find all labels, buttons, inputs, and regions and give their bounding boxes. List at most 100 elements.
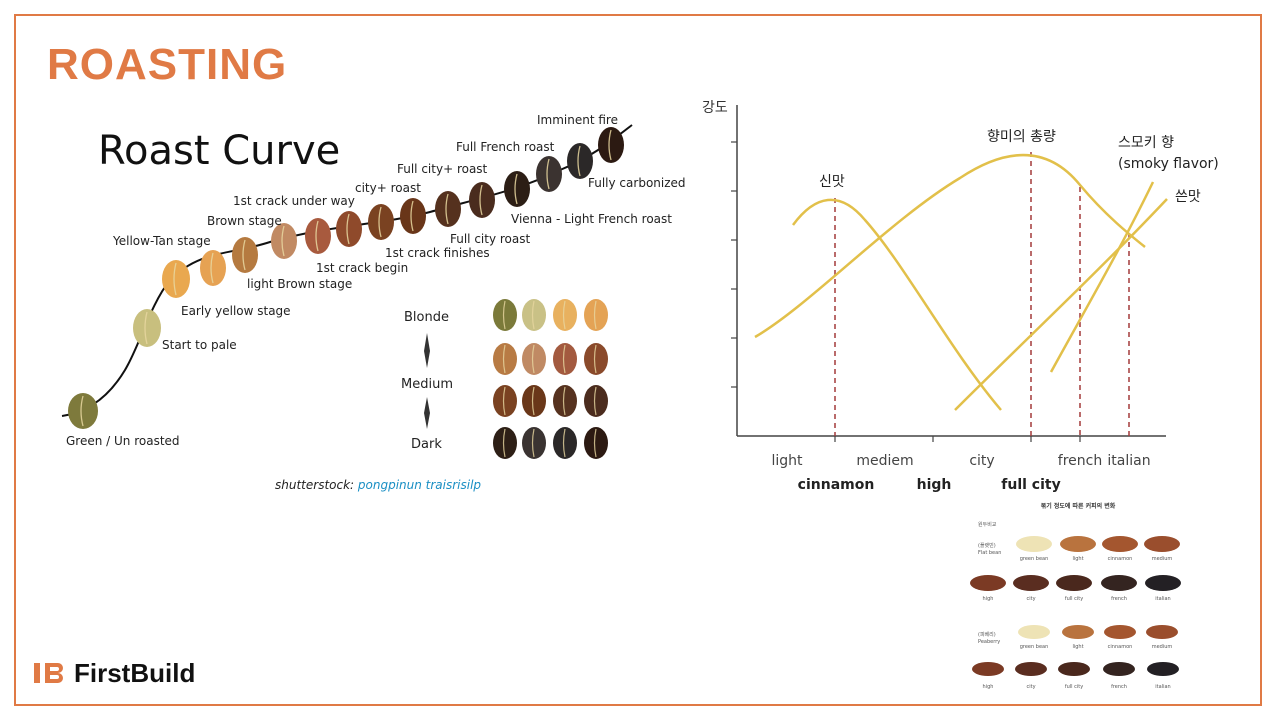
- credit-prefix: shutterstock:: [275, 478, 358, 492]
- scale-divider-lower: [424, 397, 430, 429]
- bean-green: [68, 393, 98, 429]
- scale-blonde: Blonde: [404, 310, 449, 325]
- logo-text: FirstBuild: [74, 657, 196, 688]
- bitter-label: 쓴맛: [1175, 189, 1201, 205]
- sample-label: green bean: [1020, 556, 1049, 562]
- smoky-label-en: (smoky flavor): [1118, 156, 1219, 172]
- sample-label: medium: [1152, 644, 1173, 650]
- credit-author-link[interactable]: pongpinun traisrisilp: [357, 478, 482, 492]
- group1-name-ko: (플랫빈): [978, 542, 996, 549]
- roast-level-french: french: [1058, 453, 1102, 469]
- sample-label: light: [1072, 556, 1083, 562]
- bean-carbonized: [567, 143, 593, 179]
- sample-label: italian: [1155, 684, 1170, 690]
- stage-label: Full French roast: [456, 140, 555, 154]
- flavor-curves: [754, 153, 1168, 411]
- slide-title: ROASTING: [47, 40, 288, 89]
- stage-label: Full city roast: [450, 232, 531, 246]
- roast-level-city: city: [969, 453, 994, 469]
- grid-creases: [502, 300, 597, 458]
- sample-label: medium: [1152, 556, 1173, 562]
- roast-curve-beans: [68, 127, 624, 429]
- sample-label: full city: [1065, 684, 1083, 690]
- bean-french: [536, 156, 562, 192]
- bean-full-city: [435, 191, 461, 227]
- stage-label: light Brown stage: [247, 277, 352, 291]
- bean-yellow-tan: [200, 250, 226, 286]
- roast-curve-diagram: Green / Un roasted Start to pale Early y…: [61, 113, 686, 459]
- bean-brown: [271, 223, 297, 259]
- group1-header: 원두비교: [978, 521, 997, 528]
- stage-label: Vienna - Light French roast: [511, 212, 672, 226]
- sample-label: high: [983, 596, 994, 602]
- firstbuild-logo: FirstBuild: [34, 658, 195, 688]
- stage-label: Fully carbonized: [588, 176, 686, 190]
- sample-label: city: [1026, 684, 1035, 690]
- y-axis-label: 강도: [702, 100, 728, 116]
- sample-label: high: [983, 684, 994, 690]
- bean-pale: [133, 309, 161, 347]
- sample-label: green bean: [1020, 644, 1049, 650]
- group2-name-ko: (피베리): [978, 631, 996, 638]
- aroma-curve: [754, 153, 1146, 339]
- acidity-label: 신맛: [819, 174, 845, 190]
- roast-level-italian: italian: [1107, 453, 1150, 469]
- smoky-label: 스모키 향: [1118, 135, 1174, 151]
- bean-1st-crack-finish: [400, 198, 426, 234]
- sample-label: italian: [1155, 596, 1170, 602]
- bean-light-brown: [232, 237, 258, 273]
- stage-label: 1st crack begin: [316, 261, 408, 275]
- scale-dark: Dark: [411, 437, 442, 452]
- group1-name-en: Flat bean: [978, 550, 1001, 556]
- bean-vienna: [504, 171, 530, 207]
- stage-label: Early yellow stage: [181, 304, 291, 318]
- stage-label: Green / Un roasted: [66, 434, 180, 448]
- firstbuild-logo-icon: [34, 663, 63, 683]
- sample-label: light: [1072, 644, 1083, 650]
- bean-1st-crack-underway: [305, 218, 331, 254]
- stage-label: city+ roast: [355, 181, 421, 195]
- y-ticks: [731, 141, 737, 388]
- x-ticks: [834, 436, 1081, 442]
- roast-level-markers: [834, 152, 1130, 436]
- roast-level-high: high: [917, 477, 952, 493]
- bean-early-yellow: [162, 260, 190, 298]
- stage-label: Full city+ roast: [397, 162, 488, 176]
- bitter-curve: [954, 198, 1168, 411]
- bean-grid: [493, 299, 608, 459]
- stage-label: Brown stage: [207, 214, 282, 228]
- sample-label: city: [1026, 596, 1035, 602]
- smoky-curve: [1049, 181, 1155, 373]
- flavor-intensity-chart: 강도 신맛 향미의 총량 스모키 향 (smoky flavor) 쓴맛 lig…: [702, 100, 1219, 493]
- sample-label: full city: [1065, 596, 1083, 602]
- scale-medium: Medium: [401, 377, 453, 392]
- group2-name-en: Peaberry: [978, 639, 1000, 645]
- bean-1st-crack-begin: [336, 211, 362, 247]
- sample-label: french: [1111, 684, 1127, 690]
- sample-label: cinnamon: [1108, 644, 1133, 650]
- sample-label: french: [1111, 596, 1127, 602]
- sample-label: cinnamon: [1108, 556, 1133, 562]
- stage-label: Yellow-Tan stage: [112, 234, 211, 248]
- image-credit: shutterstock: pongpinun traisrisilp: [275, 478, 481, 492]
- sample-beans: [970, 536, 1181, 676]
- stage-label: 1st crack finishes: [385, 246, 490, 260]
- bean-creases: [80, 129, 612, 427]
- roast-curve-title: Roast Curve: [98, 128, 341, 174]
- bean-samples-panel: 볶기 정도에 따른 커피의 변화 원두비교 (플랫빈) Flat bean (피…: [970, 502, 1181, 690]
- stage-label: 1st crack under way: [233, 194, 355, 208]
- stage-label: Imminent fire: [537, 113, 618, 127]
- roast-level-light: light: [771, 453, 803, 469]
- bean-fire: [598, 127, 624, 163]
- bean-city-plus: [368, 204, 394, 240]
- scale-divider-upper: [424, 333, 430, 368]
- roast-level-full-city: full city: [1001, 477, 1060, 493]
- roast-level-mediem: mediem: [856, 453, 913, 469]
- roast-level-cinnamon: cinnamon: [798, 477, 875, 493]
- acidity-curve: [791, 198, 1002, 411]
- slide-frame: [14, 14, 1262, 706]
- bean-full-city-plus: [469, 182, 495, 218]
- stage-label: Start to pale: [162, 338, 237, 352]
- aroma-label: 향미의 총량: [987, 129, 1056, 145]
- samples-title: 볶기 정도에 따른 커피의 변화: [1041, 502, 1116, 510]
